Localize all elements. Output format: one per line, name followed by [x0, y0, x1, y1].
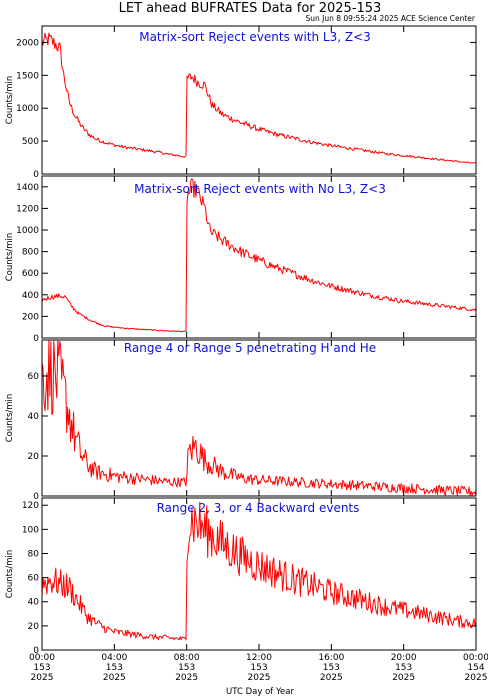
- x-tick-time: 20:00: [391, 653, 417, 663]
- x-tick-time: 16:00: [318, 653, 344, 663]
- y-tick-label: 120: [22, 501, 39, 511]
- y-tick-label: 100: [22, 525, 39, 535]
- panel-title: Range 2, 3, or 4 Backward events: [157, 501, 360, 515]
- chart-panel-1: 0 500 1000 1500 2000 Counts/min Matrix-sort Re…: [5, 25, 477, 180]
- timestamp: Sun Jun 8 09:55:24 2025 ACE Science Cent…: [305, 14, 475, 23]
- y-axis-label: Counts/min: [5, 394, 15, 443]
- y-tick-label: 1500: [16, 71, 39, 81]
- plot-frame-1: [41, 25, 477, 175]
- x-tick-day: 153: [323, 663, 340, 673]
- y-tick-label: 1000: [16, 104, 39, 114]
- y-tick-label: 60: [28, 372, 40, 382]
- chart-panel-4: 0 20 40 60 80 100 120 Counts/min Range 2, 3, or …: [5, 497, 477, 656]
- x-tick-year: 2025: [465, 673, 488, 683]
- x-tick-year: 2025: [103, 673, 126, 683]
- x-tick-year: 2025: [31, 673, 54, 683]
- x-tick-time: 00:00: [463, 653, 488, 663]
- y-tick-label: 1400: [16, 183, 39, 193]
- y-tick-label: 80: [28, 549, 40, 559]
- series-line-1: [41, 32, 477, 164]
- x-tick-year: 2025: [175, 673, 198, 683]
- x-tick-day: 153: [395, 663, 412, 673]
- y-tick-label: 40: [28, 598, 40, 608]
- chart-panel-3: 0 20 40 60 Counts/min Range 4 or Range 5 pene…: [5, 339, 477, 502]
- x-axis-labels: 00:00153202504:00153202508:00153202512:0…: [29, 653, 488, 683]
- x-tick-day: 154: [467, 663, 484, 673]
- figure-title: LET ahead BUFRATES Data for 2025-153: [119, 1, 382, 16]
- y-tick-label: 600: [22, 269, 39, 279]
- series-line-3: [41, 339, 477, 496]
- x-tick-day: 153: [33, 663, 50, 673]
- x-tick-time: 08:00: [174, 653, 200, 663]
- y-tick-label: 500: [22, 137, 39, 147]
- series-line-4: [41, 501, 477, 641]
- x-tick-year: 2025: [320, 673, 343, 683]
- panel-title: Matrix-sort Reject events with No L3, Z<…: [134, 182, 386, 196]
- y-tick-label: 400: [22, 291, 39, 301]
- y-tick-label: 0: [33, 646, 39, 656]
- x-tick-day: 153: [250, 663, 267, 673]
- y-tick-label: 60: [28, 574, 40, 584]
- plot-frame-3: [41, 339, 477, 497]
- y-tick-label: 40: [28, 412, 40, 422]
- y-tick-label: 0: [33, 492, 39, 502]
- y-tick-label: 0: [33, 334, 39, 344]
- x-tick-time: 04:00: [101, 653, 127, 663]
- y-tick-label: 200: [22, 312, 39, 322]
- y-tick-label: 20: [28, 622, 40, 632]
- y-tick-label: 1200: [16, 204, 39, 214]
- y-tick-label: 1000: [16, 226, 39, 236]
- y-tick-label: 800: [22, 248, 39, 258]
- series-line-2: [41, 178, 477, 333]
- x-tick-day: 153: [178, 663, 195, 673]
- y-axis-label: Counts/min: [5, 550, 15, 599]
- y-axis-label: Counts/min: [5, 233, 15, 282]
- chart-panel-2: 0 200 400 600 800 1000 1200 1400 Counts/min Matri…: [5, 175, 477, 344]
- y-tick-label: 20: [28, 452, 40, 462]
- x-tick-day: 153: [106, 663, 123, 673]
- x-tick-time: 12:00: [246, 653, 272, 663]
- panel-title: Range 4 or Range 5 penetrating H and He: [124, 341, 376, 355]
- y-tick-label: 2000: [16, 38, 39, 48]
- x-tick-year: 2025: [392, 673, 415, 683]
- x-axis-title: UTC Day of Year: [226, 687, 294, 697]
- panel-title: Matrix-sort Reject events with L3, Z<3: [139, 30, 371, 44]
- x-tick-year: 2025: [248, 673, 271, 683]
- y-axis-label: Counts/min: [5, 76, 15, 125]
- x-tick-time: 00:00: [29, 653, 55, 663]
- y-tick-label: 0: [33, 170, 39, 180]
